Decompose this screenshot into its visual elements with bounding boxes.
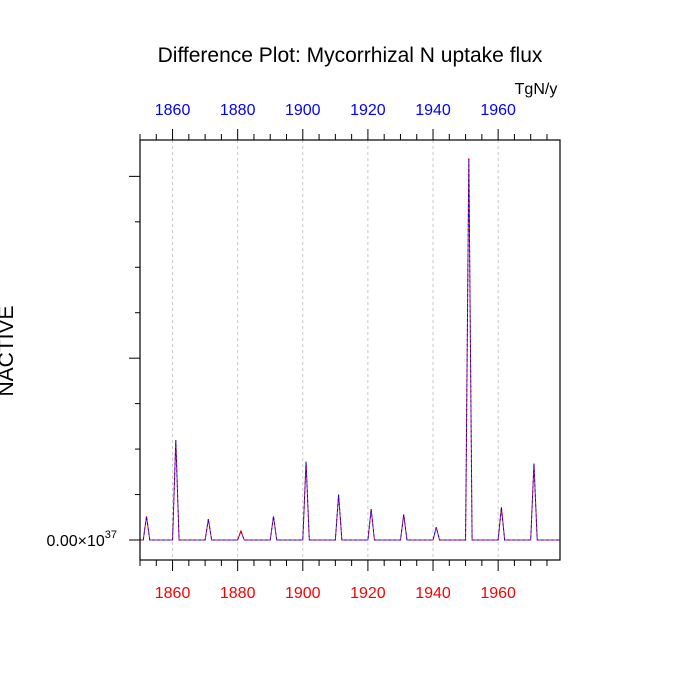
- x-tick-label-top: 1880: [220, 102, 256, 119]
- x-tick-label-bottom: 1900: [285, 585, 321, 602]
- y-axis-label: NACTIVE: [0, 305, 18, 396]
- x-tick-label-bottom: 1860: [155, 585, 191, 602]
- grid: [172, 140, 499, 560]
- series-group: [140, 158, 560, 541]
- series-line-red: [140, 158, 560, 541]
- x-tick-label-top: 1920: [350, 102, 386, 119]
- x-tick-label-bottom: 1960: [480, 585, 516, 602]
- series-line-blue: [140, 158, 560, 541]
- x-tick-label-top: 1940: [415, 102, 451, 119]
- plot-frame: [139, 139, 561, 561]
- x-tick-label-top: 1900: [285, 102, 321, 119]
- chart-title: Difference Plot: Mycorrhizal N uptake fl…: [158, 44, 543, 67]
- x-tick-label-top: 1860: [155, 102, 191, 119]
- x-tick-label-top: 1960: [480, 102, 516, 119]
- y-tick-label-zero: 0.00×1037: [46, 529, 117, 550]
- x-tick-label-bottom: 1920: [350, 585, 386, 602]
- x-tick-label-bottom: 1940: [415, 585, 451, 602]
- x-tick-label-bottom: 1880: [220, 585, 256, 602]
- ticks: 1860 1860 1880 1880 1900 1900 1920 1920 1940 1940…: [129, 102, 548, 602]
- units-label: TgN/y: [515, 81, 558, 98]
